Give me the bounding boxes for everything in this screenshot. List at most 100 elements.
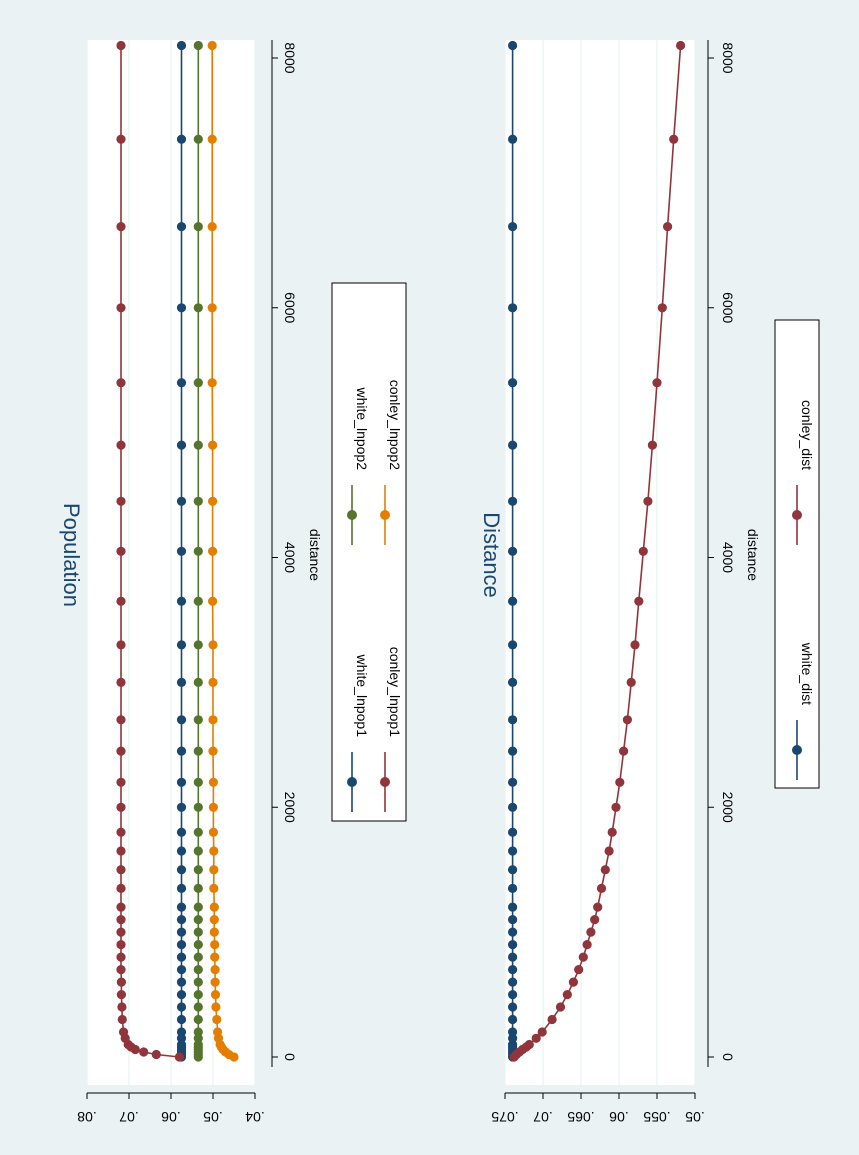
chart-panel-2: .05 .055 .06 .065 .07 .075 0 2000 4000 6000 8000 di… xyxy=(479,40,820,1125)
data-point xyxy=(176,827,187,837)
data-point xyxy=(116,846,126,856)
legend-marker xyxy=(380,510,390,520)
data-point xyxy=(193,802,203,812)
data-point xyxy=(174,1052,184,1062)
data-point xyxy=(193,927,203,937)
data-point xyxy=(207,303,217,313)
y-tick-label: .07 xyxy=(119,1109,139,1125)
legend-marker xyxy=(347,510,357,520)
data-point xyxy=(176,303,187,313)
data-point xyxy=(176,222,187,232)
data-point xyxy=(193,827,203,837)
data-point xyxy=(116,990,126,1000)
data-point xyxy=(210,977,220,987)
data-point xyxy=(176,715,187,725)
data-point xyxy=(507,883,518,894)
data-point xyxy=(622,715,633,725)
data-point xyxy=(208,440,218,450)
data-point xyxy=(507,990,518,1000)
data-point xyxy=(209,927,219,937)
data-point xyxy=(193,1033,203,1043)
x-tick-label: 2000 xyxy=(282,792,298,823)
data-point xyxy=(568,977,579,987)
data-point xyxy=(176,927,187,937)
data-point xyxy=(139,1047,149,1057)
data-point xyxy=(604,846,614,856)
data-point xyxy=(210,965,220,975)
data-point xyxy=(593,902,603,912)
x-axis-label: distance xyxy=(307,529,323,581)
data-point xyxy=(151,1049,161,1060)
data-point xyxy=(210,990,221,1000)
data-point xyxy=(193,965,203,975)
data-point xyxy=(211,1002,221,1012)
data-point xyxy=(208,715,218,725)
data-point xyxy=(193,746,203,756)
data-point xyxy=(507,977,518,987)
x-tick-label: 8000 xyxy=(282,42,298,73)
data-point xyxy=(207,222,217,232)
data-point xyxy=(116,303,126,313)
data-point xyxy=(116,440,126,450)
x-tick-label: 4000 xyxy=(282,542,298,573)
data-point xyxy=(207,40,217,51)
y-tick-label: .05 xyxy=(203,1109,223,1125)
data-point xyxy=(507,40,518,51)
data-point xyxy=(116,952,126,962)
data-point xyxy=(116,902,126,912)
data-point xyxy=(117,1002,127,1012)
data-point xyxy=(676,40,686,51)
data-point xyxy=(176,640,187,650)
legend-label: conley_dist xyxy=(799,400,815,470)
data-point xyxy=(193,303,203,313)
data-point xyxy=(638,546,648,556)
data-point xyxy=(207,378,217,388)
data-point xyxy=(176,546,187,556)
legend-label: white_lnpop1 xyxy=(354,653,370,737)
data-point xyxy=(176,596,187,606)
data-point xyxy=(176,378,187,388)
data-point xyxy=(193,952,203,962)
legend-label: conley_lnpop1 xyxy=(387,647,403,738)
legend-label: white_dist xyxy=(799,642,815,705)
series-conley_dist xyxy=(509,40,686,1062)
data-point xyxy=(507,546,518,556)
data-point xyxy=(176,802,187,812)
data-point xyxy=(531,1033,541,1043)
data-point xyxy=(209,865,219,875)
data-point xyxy=(193,865,203,875)
data-point xyxy=(507,952,518,962)
data-point xyxy=(116,802,126,812)
x-tick-label: 4000 xyxy=(720,542,736,573)
data-point xyxy=(611,802,621,812)
data-point xyxy=(208,677,218,688)
data-point xyxy=(630,640,640,650)
data-point xyxy=(615,777,625,787)
data-point xyxy=(116,378,126,388)
legend-box xyxy=(774,319,820,789)
data-point xyxy=(634,596,644,606)
data-point xyxy=(176,902,187,912)
data-point xyxy=(590,915,600,925)
data-point xyxy=(193,677,203,688)
x-axis-label: distance xyxy=(745,529,761,581)
data-point xyxy=(208,546,218,556)
data-point xyxy=(116,134,126,144)
data-point xyxy=(116,546,126,556)
data-point xyxy=(176,677,187,688)
data-point xyxy=(643,496,653,506)
data-point xyxy=(507,902,518,912)
legend-box xyxy=(331,282,407,822)
x-tick-label: 6000 xyxy=(720,292,736,323)
legend: white_dist conley_dist xyxy=(774,319,820,789)
data-point xyxy=(208,802,218,812)
series-white_lnpop2 xyxy=(193,40,203,1062)
data-point xyxy=(176,940,187,950)
y-tick-label: .05 xyxy=(685,1109,705,1125)
data-point xyxy=(507,965,518,975)
data-point xyxy=(208,496,218,506)
data-point xyxy=(657,303,667,313)
data-point xyxy=(116,715,126,725)
legend: white_lnpop1 white_lnpop2 conley_lnpop1 con… xyxy=(331,282,407,822)
